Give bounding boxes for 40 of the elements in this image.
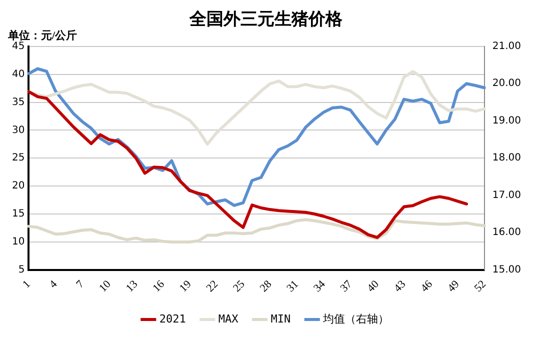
x-tick-label: 16 <box>150 278 168 294</box>
x-tick-label: 13 <box>124 278 140 294</box>
x-tick-label: 34 <box>311 278 328 294</box>
y2-tick-label: 19.00 <box>492 115 522 126</box>
y2-tick-label: 17.00 <box>492 190 522 201</box>
x-tick-label: 49 <box>445 278 462 294</box>
x-tick-label: 43 <box>392 278 408 294</box>
x-tick-label: 40 <box>365 278 382 294</box>
legend-label: 均值（右轴） <box>322 312 390 326</box>
y-tick-label: 25 <box>12 152 25 164</box>
y-tick-label: 5 <box>18 264 25 276</box>
y2-tick-label: 15.00 <box>492 264 522 276</box>
x-tick-label: 28 <box>258 278 274 294</box>
x-tick-label: 37 <box>338 278 355 294</box>
y2-tick-label: 21.00 <box>492 40 522 52</box>
y2-tick-label: 18.00 <box>492 152 522 164</box>
x-tick-label: 31 <box>284 278 301 294</box>
y-tick-label: 30 <box>12 124 25 136</box>
x-tick-label: 25 <box>231 278 248 294</box>
y-tick-label: 10 <box>12 236 25 248</box>
legend-label: 2021 <box>159 312 186 326</box>
y-tick-label: 45 <box>12 40 25 52</box>
y-tick-label: 40 <box>12 68 25 80</box>
y-tick-label: 35 <box>12 96 25 108</box>
chart-title: 全国外三元生猪价格 <box>188 10 344 29</box>
y2-tick-label: 16.00 <box>492 227 522 238</box>
x-tick-label: 46 <box>418 278 436 294</box>
x-tick-label: 10 <box>97 278 114 294</box>
y2-tick-label: 20.00 <box>492 78 522 90</box>
legend-label: MIN <box>270 312 291 326</box>
x-tick-label: 4 <box>47 278 60 291</box>
x-tick-label: 19 <box>177 278 194 294</box>
y-tick-label: 15 <box>12 208 25 220</box>
x-tick-label: 52 <box>472 278 489 294</box>
legend-label: MAX <box>218 312 239 326</box>
y-tick-label: 20 <box>12 180 25 192</box>
x-tick-label: 22 <box>204 278 221 294</box>
x-tick-label: 7 <box>74 278 87 291</box>
text: 单位：元/公斤 <box>7 28 78 42</box>
x-tick-label: 1 <box>20 278 33 291</box>
